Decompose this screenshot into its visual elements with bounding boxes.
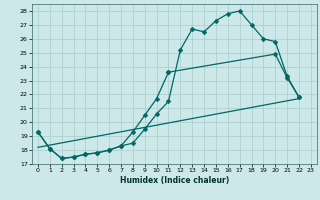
X-axis label: Humidex (Indice chaleur): Humidex (Indice chaleur) (120, 176, 229, 185)
